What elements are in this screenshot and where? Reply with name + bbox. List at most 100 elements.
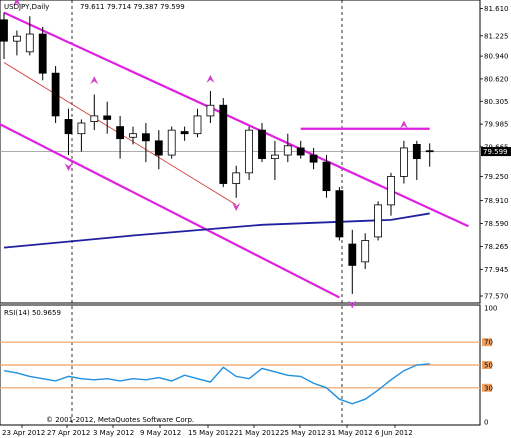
candle bbox=[309, 147, 318, 170]
candle-body bbox=[258, 129, 266, 160]
candle-body bbox=[425, 150, 434, 153]
candle-body bbox=[206, 104, 215, 117]
rsi-axis: 100 70 50 30 0 bbox=[484, 305, 497, 427]
candle bbox=[141, 123, 150, 163]
candle-body bbox=[154, 140, 163, 156]
candle-body bbox=[90, 115, 99, 123]
price-tick-label: 78.590 bbox=[484, 220, 509, 228]
date-tick-label: 23 Apr 2012 bbox=[2, 429, 45, 437]
candle-body bbox=[245, 129, 254, 174]
candle-body bbox=[0, 19, 8, 42]
candle-body bbox=[167, 129, 176, 156]
candle bbox=[77, 119, 86, 152]
date-tick-label: 27 Apr 2012 bbox=[47, 429, 90, 437]
rsi-header: RSI(14) 50.9659 bbox=[4, 309, 61, 317]
candle-body bbox=[51, 72, 60, 117]
candle bbox=[399, 140, 408, 184]
copyright-text: © 2001-2012, MetaQuotes Software Corp. bbox=[46, 416, 194, 424]
date-tick-label: 6 Jun 2012 bbox=[375, 429, 413, 437]
candle-body bbox=[348, 243, 357, 266]
price-tick-label: 81.610 bbox=[484, 5, 509, 13]
candle bbox=[129, 126, 137, 145]
date-axis: 23 Apr 2012 27 Apr 2012 3 May 2012 9 May 20… bbox=[2, 425, 413, 437]
candle-body bbox=[412, 143, 421, 160]
candle-body bbox=[399, 147, 408, 177]
candle-body bbox=[374, 204, 383, 238]
date-tick-label: 9 May 2012 bbox=[140, 429, 181, 437]
candle bbox=[64, 108, 73, 156]
fractal-down bbox=[232, 203, 241, 212]
candle-body bbox=[103, 115, 112, 120]
candle-body bbox=[116, 126, 124, 140]
candle-body bbox=[219, 104, 228, 184]
candle-body bbox=[12, 35, 21, 42]
candle bbox=[116, 115, 124, 159]
fractal-up bbox=[90, 76, 99, 85]
candle-body bbox=[296, 147, 305, 156]
rsi-line bbox=[3, 363, 430, 405]
price-tick-label: 77.945 bbox=[484, 266, 509, 274]
rsi-tick-label: 100 bbox=[484, 305, 497, 313]
price-tick-label: 79.250 bbox=[484, 173, 509, 181]
candle-body bbox=[25, 33, 34, 53]
rsi-indicator bbox=[0, 338, 492, 405]
date-tick-label: 25 May 2012 bbox=[280, 429, 326, 437]
candle bbox=[193, 108, 202, 138]
candle-body bbox=[77, 122, 86, 135]
candle bbox=[296, 140, 305, 159]
trendlines[interactable] bbox=[0, 11, 469, 299]
candle bbox=[167, 126, 176, 159]
candle-body bbox=[193, 115, 202, 135]
candle bbox=[103, 101, 112, 134]
price-tick-label: 78.910 bbox=[484, 197, 509, 205]
fractal-down bbox=[64, 163, 73, 172]
rsi-level-marker bbox=[482, 338, 492, 347]
candle bbox=[180, 126, 189, 141]
candle bbox=[12, 30, 21, 56]
candle bbox=[387, 172, 395, 216]
candle bbox=[425, 143, 434, 167]
candle bbox=[245, 126, 254, 180]
rsi-tick-label: 70 bbox=[484, 339, 493, 347]
date-tick-label: 31 May 2012 bbox=[327, 429, 373, 437]
candle bbox=[154, 130, 163, 170]
rsi-level-marker bbox=[482, 383, 492, 392]
date-tick-label: 3 May 2012 bbox=[93, 429, 134, 437]
candle bbox=[51, 66, 60, 124]
candle bbox=[374, 201, 383, 241]
candle-body bbox=[309, 154, 318, 163]
candle bbox=[25, 16, 34, 56]
candle bbox=[258, 123, 266, 163]
price-tick-label: 80.620 bbox=[484, 75, 509, 83]
trendline[interactable] bbox=[0, 123, 340, 299]
candle-body bbox=[335, 190, 344, 238]
candle-body bbox=[129, 133, 137, 138]
price-tick-label: 80.305 bbox=[484, 98, 509, 106]
candle bbox=[219, 98, 228, 188]
rsi-level-marker bbox=[482, 361, 492, 369]
price-tick-label: 77.570 bbox=[484, 293, 509, 301]
candle bbox=[361, 233, 370, 269]
fractal-up bbox=[12, 0, 21, 6]
moving-average bbox=[3, 212, 430, 249]
price-tick-label: 78.265 bbox=[484, 243, 509, 251]
candle bbox=[90, 94, 99, 131]
candle bbox=[348, 229, 357, 294]
candle-body bbox=[64, 119, 73, 135]
candles bbox=[0, 12, 434, 294]
candle bbox=[232, 165, 241, 198]
candle bbox=[283, 133, 292, 163]
candle bbox=[38, 26, 47, 81]
fractals bbox=[12, 0, 408, 309]
candle bbox=[412, 140, 421, 180]
candle bbox=[335, 187, 344, 241]
candle-body bbox=[180, 131, 189, 135]
rsi-tick-label: 50 bbox=[484, 362, 493, 370]
candle-body bbox=[283, 145, 292, 156]
price-tick-label: 80.940 bbox=[484, 53, 509, 61]
candle-body bbox=[141, 133, 150, 142]
candle bbox=[0, 12, 8, 59]
fractal-up bbox=[399, 120, 408, 129]
